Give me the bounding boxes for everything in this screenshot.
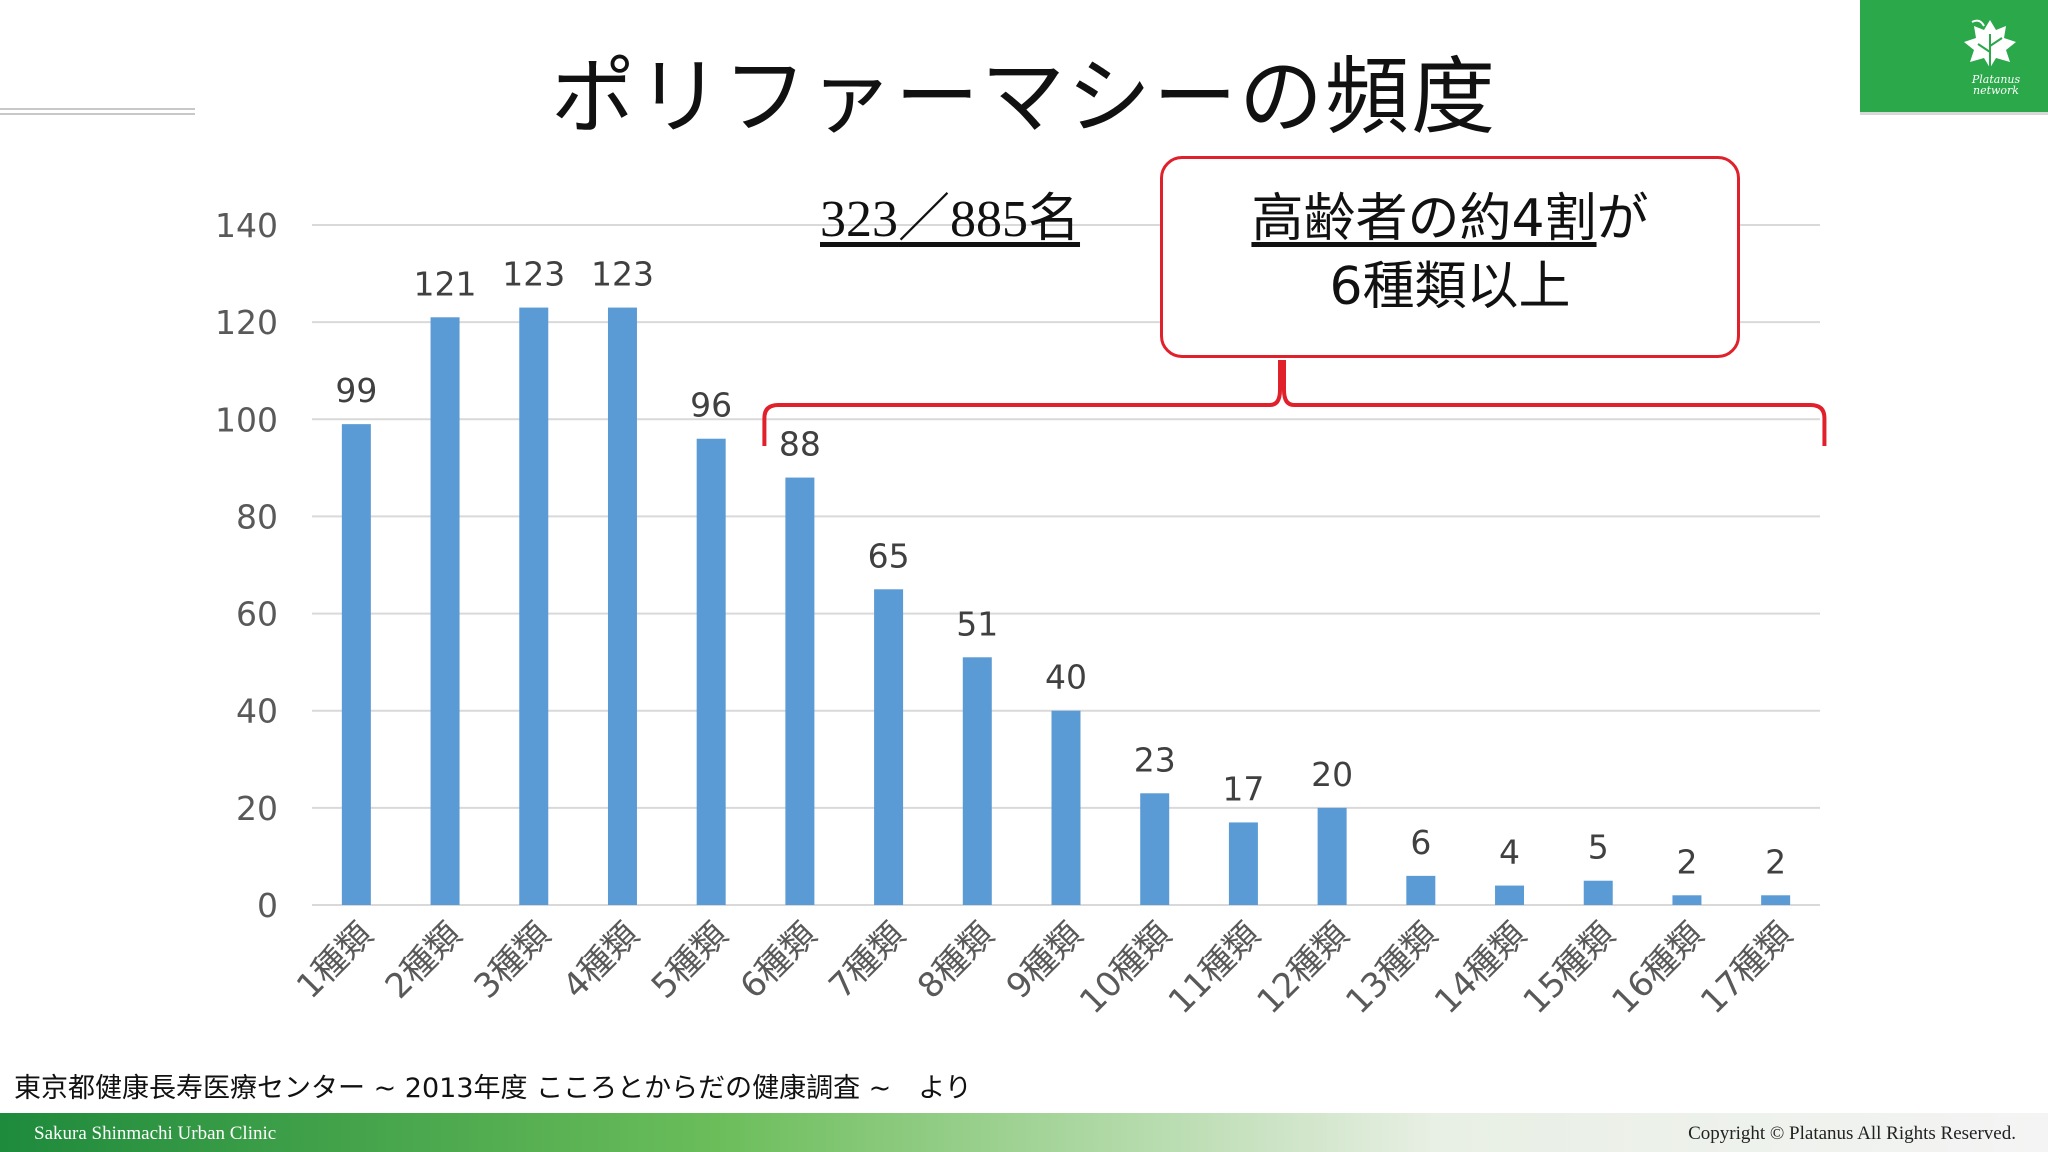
bar <box>519 307 549 906</box>
x-tick-label: 16種類 <box>1604 915 1711 1022</box>
x-tick-label: 4種類 <box>555 915 647 1007</box>
y-tick-label: 120 <box>215 303 278 342</box>
callout-line2: 6種類以上 <box>1329 257 1571 317</box>
y-tick-label: 80 <box>236 497 278 536</box>
x-tick-label: 6種類 <box>733 915 825 1007</box>
footer-copyright: Copyright © Platanus All Rights Reserved… <box>1688 1123 2016 1144</box>
bar <box>696 438 726 905</box>
bar <box>341 424 371 905</box>
bar <box>1317 807 1347 905</box>
data-label: 121 <box>414 264 477 303</box>
footer-clinic-name: Sakura Shinmachi Urban Clinic <box>34 1123 277 1144</box>
x-tick-label: 12種類 <box>1250 915 1357 1022</box>
logo-text-line2: network <box>1973 84 2019 97</box>
y-tick-label: 100 <box>215 400 278 439</box>
data-label: 123 <box>591 255 654 294</box>
data-label: 99 <box>335 371 377 410</box>
bar <box>607 307 637 906</box>
leaf-icon <box>1964 19 2016 68</box>
callout-line1-rest: が <box>1596 189 1649 249</box>
header-decoration <box>0 108 195 118</box>
x-tick-label: 17種類 <box>1693 915 1800 1022</box>
data-label: 5 <box>1588 828 1609 867</box>
x-tick-label: 15種類 <box>1516 915 1623 1022</box>
callout-line1-underlined: 高齢者の約4割 <box>1251 189 1597 249</box>
data-label: 123 <box>502 255 565 294</box>
x-tick-label: 7種類 <box>821 915 913 1007</box>
data-label: 2 <box>1765 842 1786 881</box>
callout-box: 高齢者の約4割が 6種類以上 <box>1160 156 1740 358</box>
bar <box>1672 895 1702 905</box>
bar <box>874 589 904 905</box>
data-label: 96 <box>690 386 732 425</box>
x-tick-label: 11種類 <box>1161 915 1268 1022</box>
data-label: 17 <box>1222 769 1264 808</box>
logo-text-line1: Platanus <box>1971 73 2021 86</box>
platanus-logo: Platanus network <box>1860 0 2048 115</box>
y-tick-label: 140 <box>215 206 278 245</box>
x-tick-label: 14種類 <box>1427 915 1534 1022</box>
data-label: 20 <box>1311 755 1353 794</box>
bar <box>1051 710 1081 905</box>
bar <box>1495 885 1525 905</box>
data-label: 4 <box>1499 833 1520 872</box>
y-tick-label: 20 <box>236 789 278 828</box>
x-tick-label: 1種類 <box>289 915 381 1007</box>
x-tick-label: 10種類 <box>1072 915 1179 1022</box>
x-tick-label: 5種類 <box>644 915 736 1007</box>
slide-title: ポリファーマシーの頻度 <box>550 48 1497 146</box>
bar <box>1406 875 1436 905</box>
x-tick-label: 13種類 <box>1338 915 1445 1022</box>
data-label: 88 <box>779 425 821 464</box>
y-tick-label: 0 <box>257 886 278 925</box>
footer-bar: Sakura Shinmachi Urban Clinic Copyright … <box>0 1113 2048 1152</box>
bar <box>962 657 992 905</box>
range-bracket <box>762 360 1827 446</box>
ratio-label: 323／885名 <box>820 191 1081 248</box>
bar <box>1140 793 1170 905</box>
bar <box>1761 895 1791 905</box>
x-tick-label: 3種類 <box>466 915 558 1007</box>
data-label: 6 <box>1410 823 1431 862</box>
data-label: 2 <box>1676 842 1697 881</box>
bar <box>1583 880 1613 905</box>
data-label: 51 <box>956 604 998 643</box>
source-note: 東京都健康長寿医療センター ~ 2013年度 こころとからだの健康調査 ~ より <box>14 1073 972 1104</box>
y-tick-label: 60 <box>236 595 278 634</box>
bar <box>430 317 460 905</box>
bar <box>1228 822 1258 905</box>
x-tick-label: 8種類 <box>910 915 1002 1007</box>
y-tick-label: 40 <box>236 692 278 731</box>
x-tick-label: 2種類 <box>378 915 470 1007</box>
data-label: 23 <box>1134 740 1176 779</box>
data-label: 40 <box>1045 658 1087 697</box>
data-label: 65 <box>868 536 910 575</box>
bar <box>785 477 815 905</box>
